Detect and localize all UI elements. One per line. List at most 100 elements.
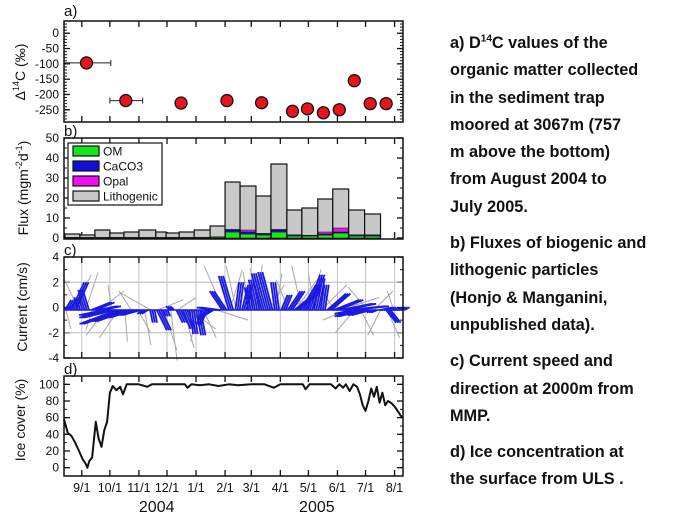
panel-c-label: c) bbox=[64, 242, 77, 259]
ylabel-end: ) bbox=[15, 141, 31, 146]
bar-opal bbox=[333, 227, 349, 233]
figure-panels: a) Δ14C (‰) 0-50-100-150-200-250 b) Flux… bbox=[11, 3, 410, 516]
bar-opal bbox=[225, 229, 240, 231]
bar-lithogenic bbox=[155, 231, 167, 239]
smoothed-current-stick bbox=[155, 309, 168, 331]
bar-lithogenic bbox=[94, 229, 111, 239]
bar-opal bbox=[240, 229, 256, 233]
smoothed-current-stick bbox=[198, 309, 212, 319]
smoothed-current-stick bbox=[188, 309, 195, 335]
panel-b-ylabel: Flux (mgm-2d-1) bbox=[14, 141, 31, 236]
raw-current-stick bbox=[216, 309, 249, 321]
bar-caco3 bbox=[225, 229, 240, 233]
smoothed-current-stick bbox=[192, 309, 199, 335]
smoothed-current-stick bbox=[259, 271, 272, 311]
raw-current-stick bbox=[85, 309, 106, 336]
legend-label: Lithogenic bbox=[103, 190, 158, 204]
raw-current-stick bbox=[107, 284, 113, 311]
smoothed-current-stick bbox=[282, 294, 291, 311]
panel-c-ylabel: Current (cm/s) bbox=[14, 262, 30, 351]
smoothed-current-stick bbox=[211, 290, 226, 311]
smoothed-current-stick bbox=[403, 307, 408, 311]
panel-d: d) Ice cover (%) 100 80 60 40 20 0 bbox=[12, 361, 404, 477]
smoothed-current-stick bbox=[243, 287, 250, 311]
x-tick-label: 3/1 bbox=[243, 481, 260, 495]
ylabel-prefix: Δ bbox=[12, 91, 28, 100]
smoothed-current-stick bbox=[351, 309, 372, 316]
y-tick-label: -50 bbox=[42, 42, 60, 56]
data-point bbox=[332, 103, 346, 117]
bar-caco3 bbox=[271, 229, 287, 233]
y-tick-label: 20 bbox=[46, 191, 60, 205]
panel-b-label: b) bbox=[64, 123, 77, 140]
smoothed-current-stick bbox=[182, 309, 192, 330]
x-tick-label: 10/1 bbox=[98, 481, 122, 495]
caption-a-rest: C values of the bbox=[491, 34, 608, 52]
bar-caco3 bbox=[240, 231, 256, 235]
raw-current-stick bbox=[294, 278, 319, 311]
smoothed-current-stick bbox=[177, 309, 186, 324]
bar-om bbox=[271, 231, 287, 239]
panel-c: c) Current (cm/s) 4 2 0 -2 -4 bbox=[14, 242, 410, 365]
x-axis: 9/1 10/1 11/1 12/1 1/1 2/1 3/1 4/1 5/1 6/1 7/1 8/1 2… bbox=[73, 481, 403, 516]
caption-line: b) Fluxes of biogenic and bbox=[450, 234, 647, 253]
bar-lithogenic bbox=[348, 209, 366, 239]
smoothed-current-stick bbox=[274, 282, 280, 311]
smoothed-current-stick bbox=[247, 279, 256, 311]
smoothed-current-stick bbox=[83, 309, 116, 319]
y-tick-label: 10 bbox=[46, 211, 60, 225]
bar-lithogenic bbox=[301, 207, 319, 239]
bar-om bbox=[333, 232, 349, 239]
panel-d-label: d) bbox=[64, 361, 77, 378]
raw-current-stick bbox=[170, 309, 178, 361]
panel-d-ylabel: Ice cover (%) bbox=[12, 379, 28, 461]
smoothed-current-stick bbox=[272, 282, 278, 311]
y-tick-label: -4 bbox=[48, 351, 59, 365]
ylabel-sup2: -1 bbox=[14, 145, 24, 153]
x-tick-label: 9/1 bbox=[73, 481, 90, 495]
legend-label: Opal bbox=[103, 175, 128, 189]
y-tick-label: 60 bbox=[46, 411, 60, 425]
plot-frame bbox=[63, 137, 404, 240]
smoothed-current-stick bbox=[289, 290, 304, 311]
smoothed-current-stick bbox=[300, 284, 317, 311]
smoothed-current-stick bbox=[319, 284, 326, 311]
y-tick-label: -150 bbox=[35, 72, 59, 86]
smoothed-current-stick bbox=[261, 271, 274, 311]
x-tick-label: 5/1 bbox=[300, 481, 317, 495]
legend-swatch bbox=[72, 190, 100, 202]
smoothed-current-stick bbox=[257, 271, 270, 311]
raw-current-stick bbox=[177, 296, 197, 311]
plot-frame bbox=[63, 20, 404, 123]
smoothed-current-stick bbox=[70, 281, 85, 311]
caption-line: in the sediment trap bbox=[450, 88, 605, 107]
smoothed-current-stick bbox=[389, 309, 402, 324]
smoothed-current-stick bbox=[190, 309, 197, 335]
plot-frame bbox=[63, 256, 404, 359]
raw-current-stick bbox=[157, 299, 184, 311]
panel-a-plot: 0 -50-100-150-200 -250 bbox=[35, 20, 404, 123]
caption-line: organic matter collected bbox=[450, 61, 639, 80]
year-label: 2005 bbox=[299, 499, 335, 516]
x-tick-label: 6/1 bbox=[329, 481, 346, 495]
smoothed-current-stick bbox=[324, 284, 330, 311]
data-point bbox=[379, 96, 393, 111]
caption-d: d) Ice concentration at the surface from… bbox=[450, 439, 700, 494]
y-tick-label: -250 bbox=[35, 103, 59, 117]
smoothed-current-stick bbox=[255, 273, 267, 311]
smoothed-current-stick bbox=[200, 309, 215, 319]
smoothed-current-stick bbox=[326, 292, 347, 311]
smoothed-current-stick bbox=[246, 287, 252, 311]
y-tick-label: -100 bbox=[35, 57, 59, 71]
smoothed-current-stick bbox=[196, 309, 210, 319]
caption-line: a) D14C values of the bbox=[450, 30, 700, 57]
bar-lithogenic bbox=[364, 213, 382, 239]
y-tick-label: -2 bbox=[48, 326, 59, 340]
data-point bbox=[174, 96, 188, 110]
y-tick-label: -200 bbox=[35, 87, 59, 101]
y-tick-label: 80 bbox=[46, 394, 60, 408]
smoothed-current-stick bbox=[328, 292, 349, 311]
smoothed-current-stick bbox=[220, 275, 232, 311]
smoothed-current-stick bbox=[162, 309, 167, 317]
